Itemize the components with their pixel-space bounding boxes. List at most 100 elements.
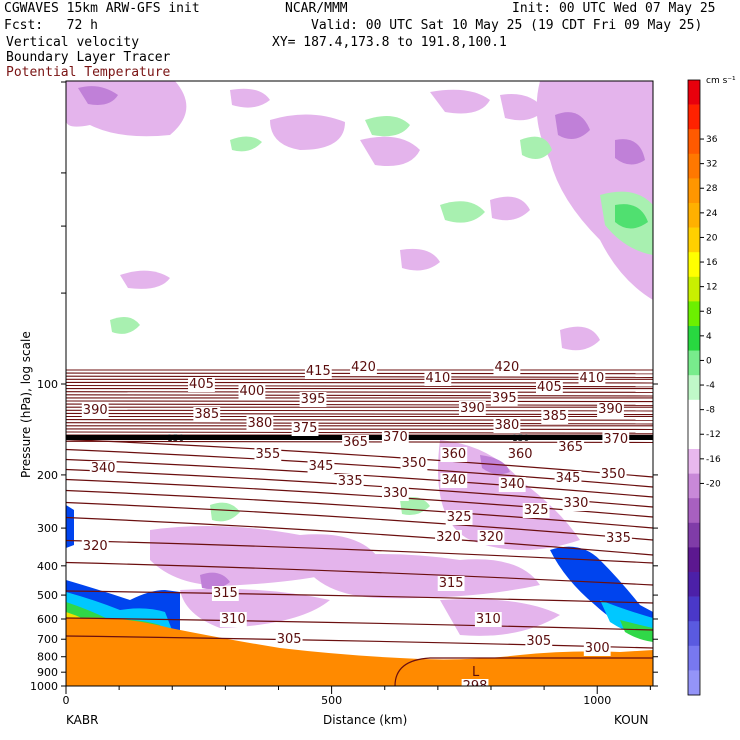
theta-label: 345 [309,459,334,474]
theta-label-bg [440,447,468,462]
colorbar-swatch [688,498,700,524]
low-marker: L [472,665,480,680]
x-tick-label: 1000 [583,694,611,707]
colorbar-level-label: -20 [706,479,721,489]
theta-label: 360 [441,447,466,462]
trop-label: 150 [167,434,184,444]
theta-label-bg [193,407,221,422]
theta-label: 420 [351,360,376,375]
theta-label: 370 [383,430,408,445]
theta-label-bg [246,416,274,431]
colorbar-swatch [688,522,700,548]
theta-label-bg [578,371,606,386]
colorbar-level-label: 28 [706,184,718,194]
theta-label-bg [342,435,369,450]
theta-label-bg [474,612,502,627]
x-tick-label: 500 [321,694,342,707]
theta-label-bg [554,471,582,486]
y-tick-label: 700 [37,633,58,646]
theta-label-bg [477,530,505,545]
theta-label-bg [188,377,215,392]
w-down-region [560,326,600,351]
theta-label-bg [81,403,109,418]
model-title: CGWAVES 15km ARW-GFS init [4,1,200,16]
theta-label-bg [211,586,239,601]
theta-label-bg [458,401,486,416]
colorbar-swatch [688,153,700,179]
theta-label: 390 [460,401,485,416]
theta-label-bg [400,456,428,471]
theta-label-bg [254,447,282,462]
w-down-region [300,554,540,599]
shaded-fields: 420 415 420 410 410 405 400 395 395 405 390 385 390 3… [66,81,653,694]
theta-label: 350 [402,456,427,471]
theta-line [66,381,653,384]
colorbar-swatch [688,424,700,450]
x-tick-label: 0 [63,694,70,707]
theta-label: 315 [439,576,464,591]
theta-label: 360 [508,447,533,462]
y-tick-label: 500 [37,589,58,602]
theta-label: 320 [436,530,461,545]
theta-label-bg [440,473,468,488]
theta-label: 375 [293,421,318,436]
w-up-region [520,136,552,159]
theta-label-bg [562,496,590,511]
theta-label: 420 [494,360,519,375]
colorbar-level-label: -16 [706,455,721,465]
colorbar-swatch [688,572,700,597]
theta-label: 415 [306,364,331,379]
colorbar-level-label: -12 [706,430,721,440]
colorbar-level-label: 4 [706,332,712,342]
colorbar-level-label: 24 [706,209,718,219]
theta-label: 345 [556,471,581,486]
colorbar-level-label: -8 [706,406,715,416]
theta-label-bg [541,409,569,424]
colorbar-swatch [688,252,700,278]
theta-line [394,657,653,686]
theta-label: 305 [277,632,302,647]
colorbar-swatch [688,621,700,647]
colorbar-swatch [688,178,700,204]
theta-line [66,539,653,564]
theta-label-bg [445,510,473,525]
theta-line [66,375,653,378]
theta-label-bg [461,679,489,686]
y-axis-title: Pressure (hPa), log scale [19,331,33,478]
vertical-velocity-shading [66,81,653,636]
field-boundary-layer-tracer: Boundary Layer Tracer [6,50,171,65]
theta-label-bg [299,392,327,407]
theta-label: 340 [500,477,525,492]
theta-label-bg [291,421,319,436]
theta-label: 325 [447,510,472,525]
theta-label-bg [304,364,332,379]
theta-line [66,617,653,631]
colorbar-swatch [688,203,700,228]
theta-label-bg [583,641,611,656]
x-axis-title: Distance (km) [323,713,407,727]
theta-label-bg [535,380,563,395]
theta-line [66,394,653,397]
theta-label-bg [490,391,518,406]
colorbar-swatch [688,670,700,696]
theta-label-bg [599,467,627,482]
theta-label: 380 [494,418,519,433]
theta-label: 298 [463,679,488,694]
theta-contour-labels: 420 415 420 410 410 405 400 395 395 405 390 385 390 3… [81,360,632,694]
y-tick-label: 1000 [30,680,58,693]
theta-label: 330 [383,486,408,501]
theta-label-bg [597,402,624,417]
theta-line [66,400,653,403]
colorbar-swatch [688,104,700,130]
colorbar-swatch [688,449,700,474]
theta-label: 405 [537,380,562,395]
w-down-region [230,88,270,108]
tracer-region [66,505,74,548]
x-end-station: KOUN [614,713,648,727]
theta-label: 320 [83,539,108,554]
colorbar-swatch [688,227,700,253]
theta-label: 370 [603,432,628,447]
theta-line [66,428,653,431]
colorbar-swatch [688,80,700,105]
